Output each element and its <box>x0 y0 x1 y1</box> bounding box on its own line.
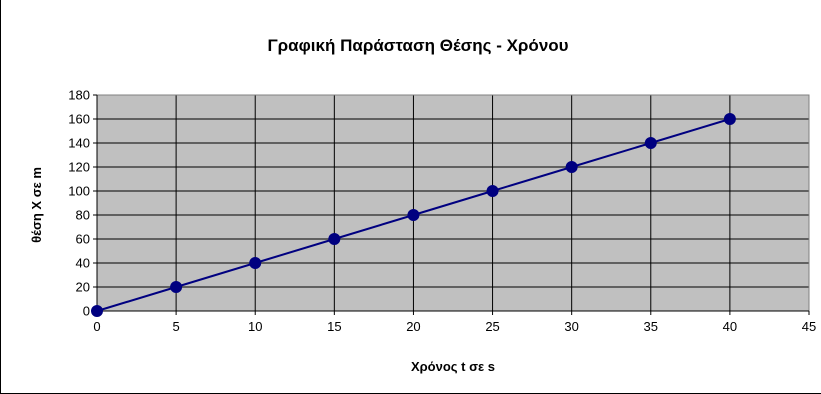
data-point <box>328 233 341 245</box>
x-axis-label: Χρόνος t σε s <box>411 359 495 374</box>
data-point <box>565 161 578 173</box>
y-tick-label: 140 <box>68 136 90 151</box>
chart-title: Γραφική Παράσταση Θέσης - Χρόνου <box>267 36 568 55</box>
y-tick-label: 80 <box>76 208 90 223</box>
data-point <box>249 257 262 269</box>
data-point <box>170 281 183 293</box>
data-point <box>723 113 736 125</box>
x-tick-label: 35 <box>644 319 658 334</box>
data-point <box>486 185 499 197</box>
plot-area: 0 20 40 60 80 100 120 140 160 180 0 5 10 15 20 25 30 35 40… <box>68 88 816 335</box>
x-tick-label: 40 <box>723 319 737 334</box>
y-tick-label: 20 <box>76 280 90 295</box>
x-tick-label: 10 <box>248 319 262 334</box>
x-tick-label: 0 <box>93 319 100 334</box>
x-tick-label: 15 <box>327 319 341 334</box>
data-point <box>407 209 420 221</box>
y-tick-label: 100 <box>68 184 90 199</box>
x-tick-label: 45 <box>802 319 816 334</box>
y-tick-label: 120 <box>68 160 90 175</box>
x-tick-label: 20 <box>406 319 420 334</box>
y-tick-label: 180 <box>68 88 90 103</box>
y-axis-label: θέση X σε m <box>29 167 44 243</box>
y-tick-label: 40 <box>76 256 90 271</box>
data-point <box>644 137 657 149</box>
y-tick-label: 0 <box>83 304 90 319</box>
y-tick-label: 60 <box>76 232 90 247</box>
data-point <box>91 305 103 317</box>
x-tick-label: 30 <box>564 319 578 334</box>
y-tick-label: 160 <box>68 112 90 127</box>
x-tick-label: 25 <box>485 319 499 334</box>
x-tick-label: 5 <box>172 319 179 334</box>
